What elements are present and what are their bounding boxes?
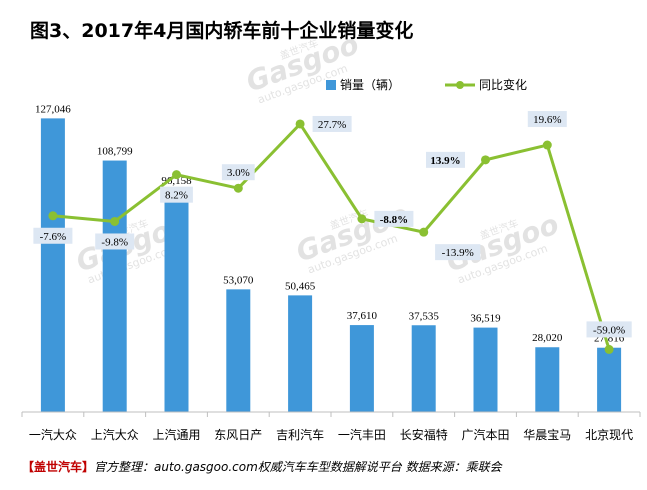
x-tick-label: 长安福特 [400,427,448,442]
x-tick-labels: 一汽大众 上汽大众 上汽通用 东风日产 吉利汽车 一汽丰田 长安福特 广汽本田 华晨宝马 北京现代 [21,412,641,442]
bar-value-label: 53,070 [223,274,254,286]
line-value-text: -13.9% [442,247,474,259]
line-point [481,155,490,165]
label-box [426,151,465,168]
line-value-label: -8.8% [374,210,414,227]
line-value-label: -9.8% [95,233,135,250]
bar-value-label: 50,465 [285,280,316,292]
legend: 销量（辆） 同比变化 [326,77,527,92]
line-point [48,211,58,221]
line-value-labels: -7.6% -9.8% 8.2% 3.0% 27.7% -8.8% -13.9% 13.9% 1… [33,111,632,338]
line-value-label: 13.9% [426,151,465,168]
line-value-label: 8.2% [160,186,193,203]
line-value-label: 27.7% [312,115,352,132]
line-value-text: 3.0% [227,167,250,179]
bar [535,347,560,412]
line-point [419,227,429,237]
chart-title: 图3、2017年4月国内轿车前十企业销量变化 [30,20,414,42]
legend-swatch-bar [326,80,336,90]
line-point [604,344,614,354]
x-tick-label: 东风日产 [214,428,262,442]
line-point [110,216,120,226]
bar-value-label: 37,610 [347,310,378,322]
line-point [172,170,181,180]
line-value-label: -13.9% [435,244,481,261]
line-value-text: -7.6% [40,231,67,243]
footer-note: 【盖世汽车】官方整理：auto.gasgoo.com权威汽车车型数据解说平台 数… [22,458,502,475]
bar-value-label: 37,535 [409,310,440,322]
line-value-text: 27.7% [318,119,346,131]
label-box [221,164,255,181]
line-value-text: 19.6% [533,114,561,126]
line-point [542,140,552,150]
bar [473,327,498,412]
line-value-label: 3.0% [221,164,255,181]
x-tick-label: 吉利汽车 [276,427,324,442]
legend-label-line: 同比变化 [479,77,527,92]
bar [164,189,189,412]
line-value-label: 19.6% [527,111,567,128]
label-box [312,115,352,132]
bar [102,160,127,412]
x-tick-label: 北京现代 [585,428,633,442]
bar [288,295,313,412]
label-box [527,111,567,128]
bar-value-label: 127,046 [35,103,71,115]
line-value-text: -59.0% [593,324,625,336]
line-series [48,119,614,354]
line-value-label: -59.0% [586,321,632,338]
line-point [295,119,305,129]
label-box [586,321,632,338]
x-tick-label: 一汽丰田 [338,427,386,442]
line-value-text: -8.8% [380,214,408,226]
line-value-text: 8.2% [165,190,188,202]
bar [40,118,65,413]
line-point [357,214,367,224]
legend-label-bar: 销量（辆） [340,78,400,92]
x-tick-label: 广汽本田 [461,427,509,442]
bar-value-label: 108,799 [97,146,133,158]
x-tick-label: 华晨宝马 [523,428,571,442]
bar [411,325,436,412]
x-tick-label: 上汽大众 [91,427,139,442]
line-value-text: -9.8% [101,236,128,248]
x-tick-label: 一汽大众 [29,427,77,442]
bar [349,325,374,412]
label-box [435,244,481,261]
line-value-text: 13.9% [430,155,460,167]
footer-brand: 【盖世汽车】 [22,460,95,474]
bar [226,289,251,412]
line-path [52,122,611,350]
footer-text: 官方整理：auto.gasgoo.com权威汽车车型数据解说平台 数据来源：乘联… [94,460,502,474]
label-box [374,210,414,227]
line-point [233,183,243,193]
label-box [95,233,135,250]
label-box [33,227,73,244]
bar-value-label: 36,519 [470,313,501,325]
bar [597,347,622,412]
legend-swatch-point [456,81,464,89]
watermarks: 盖世汽车Gasgooauto.gasgoo.com盖世汽车Gasgooauto.… [72,27,563,286]
bar-value-label: 28,020 [532,332,563,344]
line-value-label: -7.6% [33,227,73,244]
label-box [160,186,193,203]
x-tick-label: 上汽通用 [152,427,200,442]
bar-series [40,118,622,413]
